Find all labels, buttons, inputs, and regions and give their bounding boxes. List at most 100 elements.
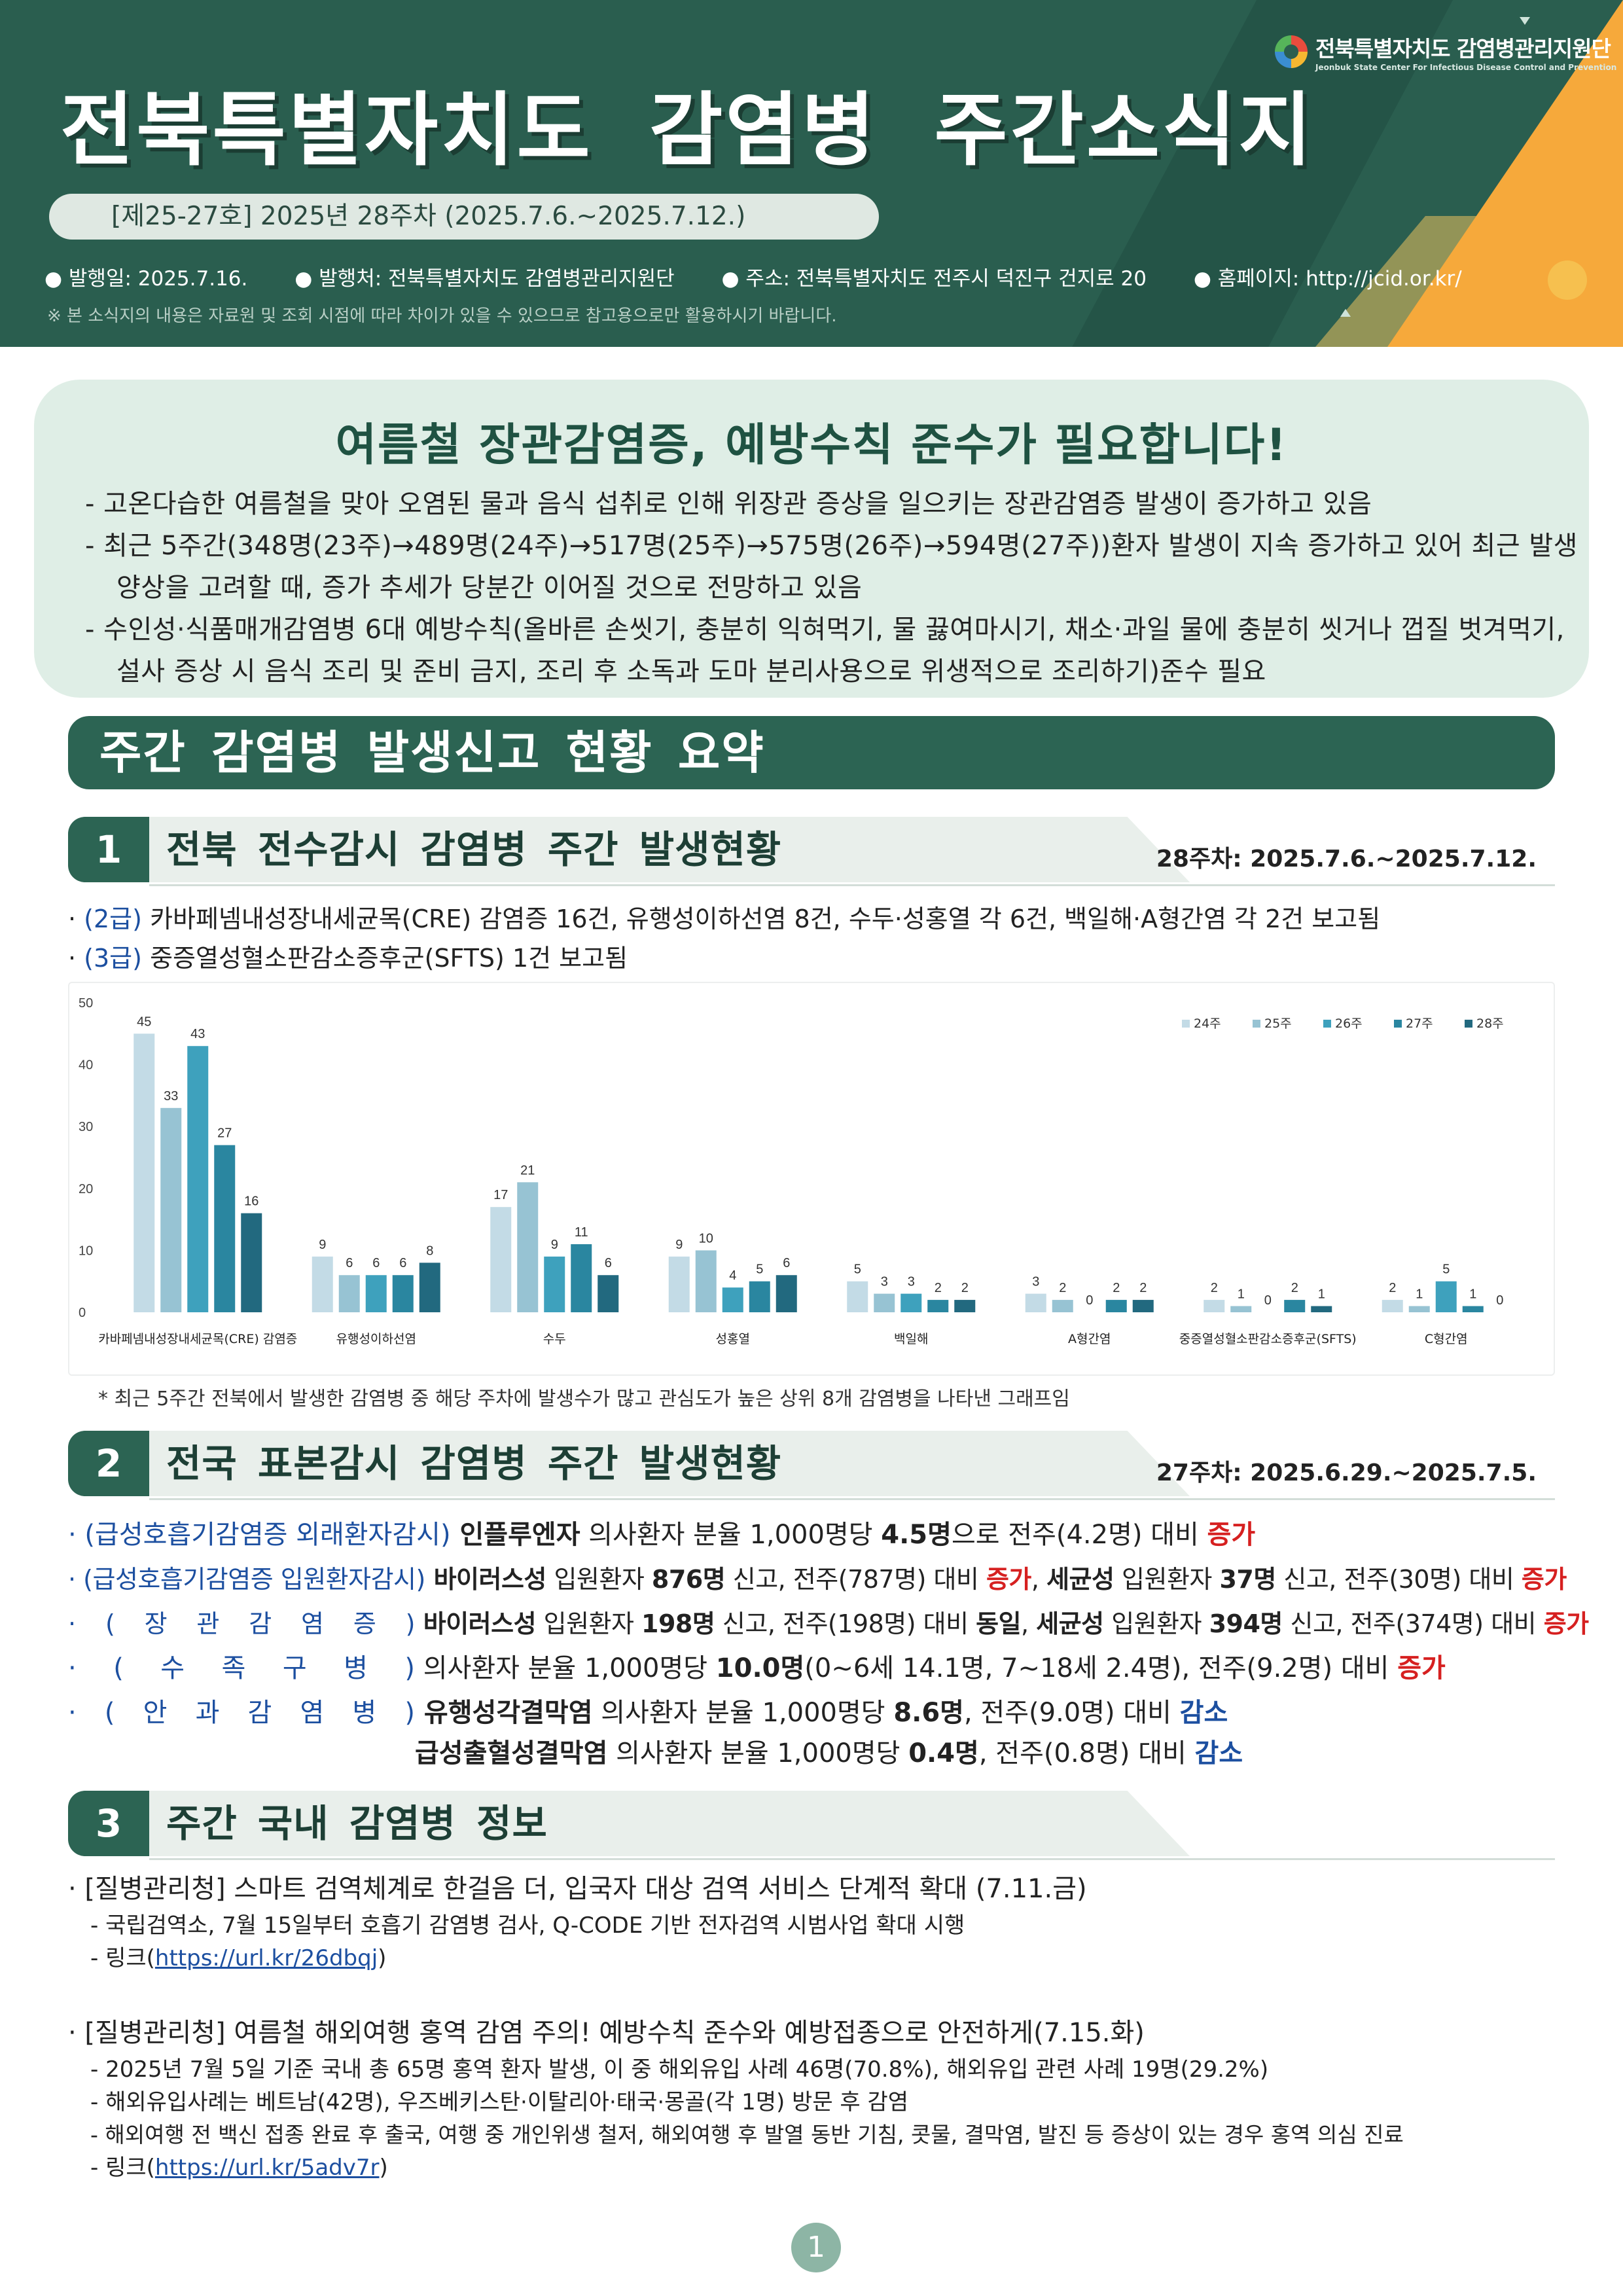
news-headline: · [질병관리청] 여름철 해외여행 홍역 감염 주의! 예방수칙 준수와 예방… bbox=[68, 2018, 1145, 2048]
trend-badge: 증가 bbox=[1207, 1520, 1256, 1550]
disease-name: 바이러스성 bbox=[425, 1565, 547, 1594]
data-label: 5 bbox=[756, 1263, 763, 1277]
news-detail: - 2025년 7월 5일 기준 국내 총 65명 홍역 환자 발생, 이 중 … bbox=[90, 2056, 1269, 2083]
divider bbox=[149, 884, 1555, 886]
disease-name: 세균성 bbox=[1036, 1609, 1104, 1638]
chart-bar bbox=[490, 1207, 512, 1312]
chart-bar bbox=[1462, 1306, 1484, 1312]
issue-info: [제25-27호] 2025년 28주차 (2025.7.6.~2025.7.1… bbox=[49, 194, 879, 240]
data-label: 6 bbox=[605, 1256, 612, 1270]
surveillance-row: · (수 족 구 병) 의사환자 분율 1,000명당 10.0명(0~6세 14.1명… bbox=[68, 1647, 1446, 1690]
row-text: , 전주(9.0명) 대비 bbox=[963, 1698, 1180, 1728]
section-number: 1 bbox=[68, 817, 149, 882]
legend-label: 27주 bbox=[1406, 1016, 1433, 1031]
section-number: 3 bbox=[68, 1791, 149, 1856]
trend-badge: 증가 bbox=[1521, 1565, 1567, 1594]
legend-swatch bbox=[1323, 1020, 1331, 1028]
address: ● 주소: 전북특별자치도 전주시 덕진구 건지로 20 bbox=[721, 267, 1147, 291]
data-label: 16 bbox=[244, 1194, 259, 1209]
x-category-label: 중증열성혈소판감소증후군(SFTS) bbox=[1179, 1332, 1357, 1346]
legend-label: 26주 bbox=[1335, 1016, 1363, 1031]
label-char: 감 bbox=[247, 1698, 272, 1728]
y-tick-label: 40 bbox=[79, 1058, 93, 1073]
data-label: 9 bbox=[675, 1238, 683, 1252]
data-label: 5 bbox=[1442, 1263, 1450, 1277]
label-char: 관 bbox=[196, 1609, 219, 1638]
label-char: ( bbox=[105, 1609, 115, 1638]
legend-label: 25주 bbox=[1264, 1016, 1292, 1031]
chart-bar bbox=[954, 1300, 976, 1312]
decorative-triangle-icon bbox=[1340, 309, 1351, 317]
publication-meta: ● 발행일: 2025.7.16. ● 발행처: 전북특별자치도 감염병관리지원… bbox=[45, 262, 1503, 291]
section-title-bar bbox=[149, 817, 1190, 882]
decorative-dot bbox=[1548, 260, 1587, 300]
surveillance-label: · (장 관 감 염 증) bbox=[68, 1602, 416, 1645]
chart-bar bbox=[187, 1046, 209, 1312]
row-value: 394명 bbox=[1209, 1609, 1283, 1638]
grade-text: 카바페넴내성장내세균목(CRE) 감염증 16건, 유행성이하선염 8건, 수두… bbox=[150, 905, 1381, 933]
data-label: 11 bbox=[575, 1225, 588, 1240]
data-label: 2 bbox=[961, 1281, 969, 1295]
trend-badge: 동일 bbox=[976, 1609, 1022, 1638]
row-text: , bbox=[1021, 1609, 1037, 1638]
data-label: 3 bbox=[881, 1275, 888, 1289]
news-headline: · [질병관리청] 스마트 검역체계로 한걸음 더, 입국자 대상 검역 서비스… bbox=[68, 1874, 1087, 1904]
chart-bar bbox=[927, 1300, 949, 1312]
page-title: 전북특별자치도 감염병 주간소식지 bbox=[60, 84, 1315, 177]
x-category-label: 카바페넴내성장내세균목(CRE) 감염증 bbox=[98, 1332, 297, 1346]
data-label: 17 bbox=[493, 1188, 508, 1202]
data-label: 6 bbox=[783, 1256, 790, 1270]
data-label: 1 bbox=[1469, 1287, 1476, 1302]
row-text: 신고, 전주(374명) 대비 bbox=[1282, 1609, 1544, 1638]
data-label: 2 bbox=[1059, 1281, 1066, 1295]
chart-bar bbox=[1132, 1300, 1154, 1312]
label-char: 병 bbox=[352, 1698, 377, 1728]
disease-name: 급성출혈성결막염 bbox=[415, 1738, 608, 1768]
label-char: · bbox=[68, 1698, 77, 1728]
legend-label: 24주 bbox=[1194, 1016, 1221, 1031]
section-title-bar bbox=[149, 1431, 1190, 1496]
surveillance-label: · (수 족 구 병) bbox=[68, 1647, 415, 1690]
label-char: ) bbox=[404, 1698, 415, 1728]
data-label: 27 bbox=[217, 1126, 232, 1141]
row-text: 입원환자 bbox=[546, 1565, 652, 1594]
logo-name-en: Jeonbuk State Center For Infectious Dise… bbox=[1315, 63, 1617, 72]
news-link[interactable]: https://url.kr/26dbqj bbox=[154, 1945, 378, 1971]
row-text: 신고, 전주(787명) 대비 bbox=[725, 1565, 986, 1594]
data-label: 3 bbox=[1032, 1275, 1039, 1289]
y-tick-label: 0 bbox=[79, 1306, 86, 1320]
legend-swatch bbox=[1394, 1020, 1402, 1028]
chart-bar bbox=[722, 1287, 743, 1312]
section-title: 전북 전수감시 감염병 주간 발생현황 bbox=[166, 827, 782, 872]
homepage-link[interactable]: ● 홈페이지: http://jcid.or.kr/ bbox=[1193, 267, 1462, 291]
chart-bar bbox=[544, 1256, 565, 1312]
data-label: 9 bbox=[551, 1238, 558, 1252]
alert-title: 여름철 장관감염증, 예방수칙 준수가 필요합니다! bbox=[335, 420, 1288, 471]
data-label: 2 bbox=[1389, 1281, 1396, 1295]
news-link[interactable]: https://url.kr/5adv7r bbox=[154, 2155, 380, 2181]
org-logo: 전북특별자치도 감염병관리지원단 Jeonbuk State Center Fo… bbox=[1275, 31, 1616, 72]
section-1-line: · (3급) 중증열성혈소판감소증후군(SFTS) 1건 보고됨 bbox=[68, 944, 628, 973]
publisher: ● 발행처: 전북특별자치도 감염병관리지원단 bbox=[294, 267, 675, 291]
data-label: 3 bbox=[908, 1275, 915, 1289]
data-label: 2 bbox=[1113, 1281, 1120, 1295]
label-char: 병 bbox=[344, 1653, 368, 1683]
chart-bar bbox=[1311, 1306, 1332, 1312]
section-2-header: 2 전국 표본감시 감염병 주간 발생현황 27주차: 2025.6.29.~2… bbox=[68, 1431, 1555, 1500]
legend-swatch bbox=[1182, 1020, 1190, 1028]
label-char: ( bbox=[104, 1698, 115, 1728]
chart-bar bbox=[517, 1182, 539, 1312]
data-label: 6 bbox=[372, 1256, 380, 1270]
label-char: 과 bbox=[195, 1698, 220, 1728]
chart-bar bbox=[1382, 1300, 1403, 1312]
trend-badge: 감소 bbox=[1194, 1738, 1243, 1768]
y-tick-label: 10 bbox=[79, 1244, 93, 1258]
chart-footnote: * 최근 5주간 전북에서 발생한 감염병 중 해당 주차에 발생수가 많고 관… bbox=[98, 1388, 1070, 1410]
chart-bar bbox=[1408, 1306, 1430, 1312]
chart-bar bbox=[1025, 1293, 1046, 1312]
legend-swatch bbox=[1253, 1020, 1260, 1028]
chart-bar bbox=[160, 1107, 182, 1312]
disease-name: 세균성 bbox=[1046, 1565, 1115, 1594]
row-value: 198명 bbox=[641, 1609, 715, 1638]
label-char: · bbox=[68, 1653, 77, 1683]
